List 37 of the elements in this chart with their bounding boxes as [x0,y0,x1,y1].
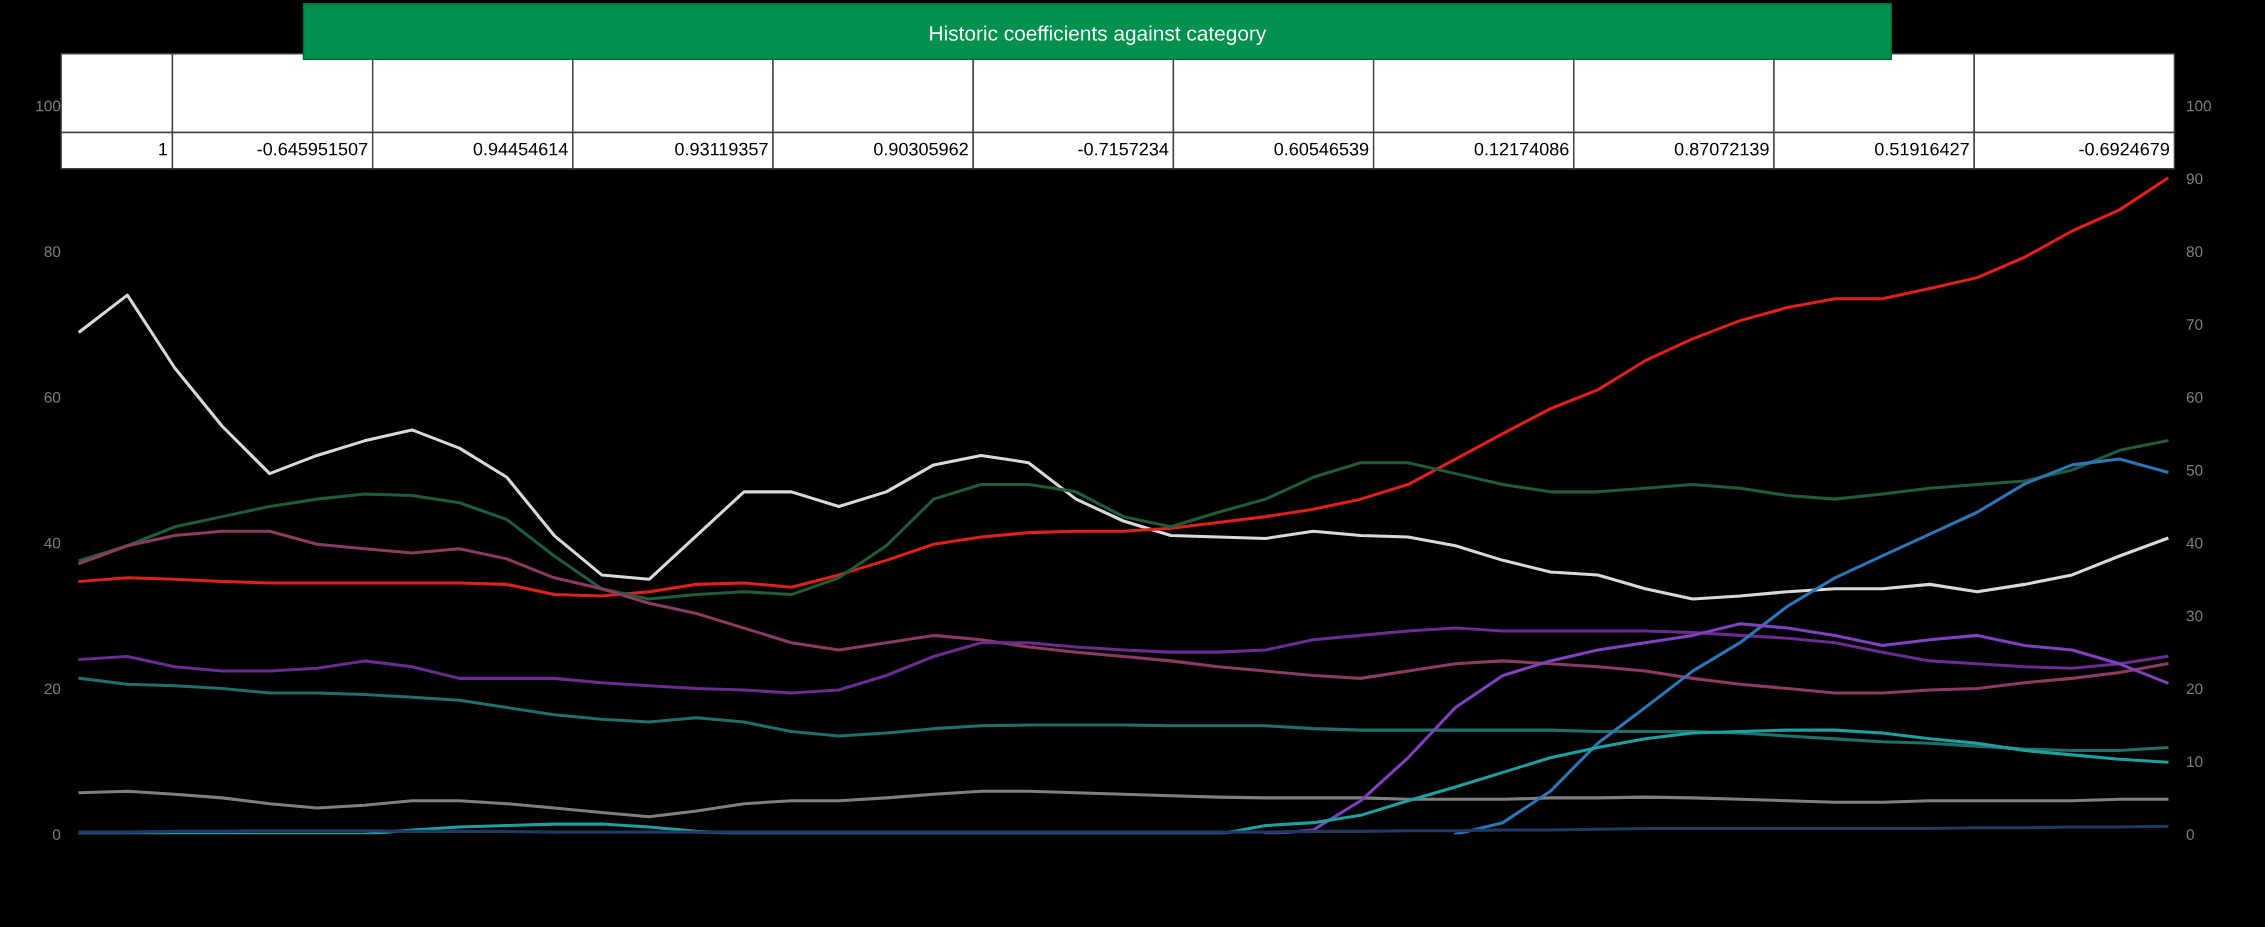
y-tick-label: 60 [44,391,61,403]
y2-tick-label: 70 [2186,319,2203,330]
y2-tick-label: 40 [2186,537,2203,549]
annotation: 1 [159,142,168,156]
y2-tick-label: 30 [2186,610,2203,622]
y2-tick-label: 50 [2186,464,2203,476]
annotation: -0.7157234 [1078,142,1169,156]
y2-tick-label: 90 [2186,173,2203,185]
y-tick-label: 80 [44,246,61,258]
y2-tick-label: 10 [2187,756,2203,768]
y-tick-label: 0 [52,829,61,840]
annotation: 0.51916427 [1875,142,1969,156]
y2-tick-label: 0 [2186,829,2194,840]
annotation: 0.60546539 [1274,142,1369,156]
line-series [78,177,2169,598]
line-series [78,439,2169,601]
line-series [78,529,2169,695]
annotation: -0.645951507 [257,142,368,156]
y2-tick-label: 100 [2187,100,2211,112]
annotation: 0.94454614 [473,142,568,156]
line-series [78,626,2169,695]
line-series [78,676,2169,753]
y2-tick-label: 60 [2186,391,2203,403]
annotation: 0.12174086 [1474,142,1569,156]
y2-tick-label: 80 [2186,246,2203,258]
y-tick-label: 20 [44,683,61,695]
y-tick-label: 100 [36,100,61,112]
chart-title: Historic coefficients against category [930,25,1267,45]
line-series [1453,457,2169,835]
y2-tick-label: 20 [2186,683,2203,695]
annotation: -0.6924679 [2079,142,2170,156]
annotation: 0.90305962 [874,142,968,156]
line-series [78,293,2169,601]
line-series [78,789,2169,819]
y-tick-label: 40 [44,537,61,549]
annotation: 0.93119357 [675,142,768,156]
annotation: 0.87072139 [1674,142,1769,156]
